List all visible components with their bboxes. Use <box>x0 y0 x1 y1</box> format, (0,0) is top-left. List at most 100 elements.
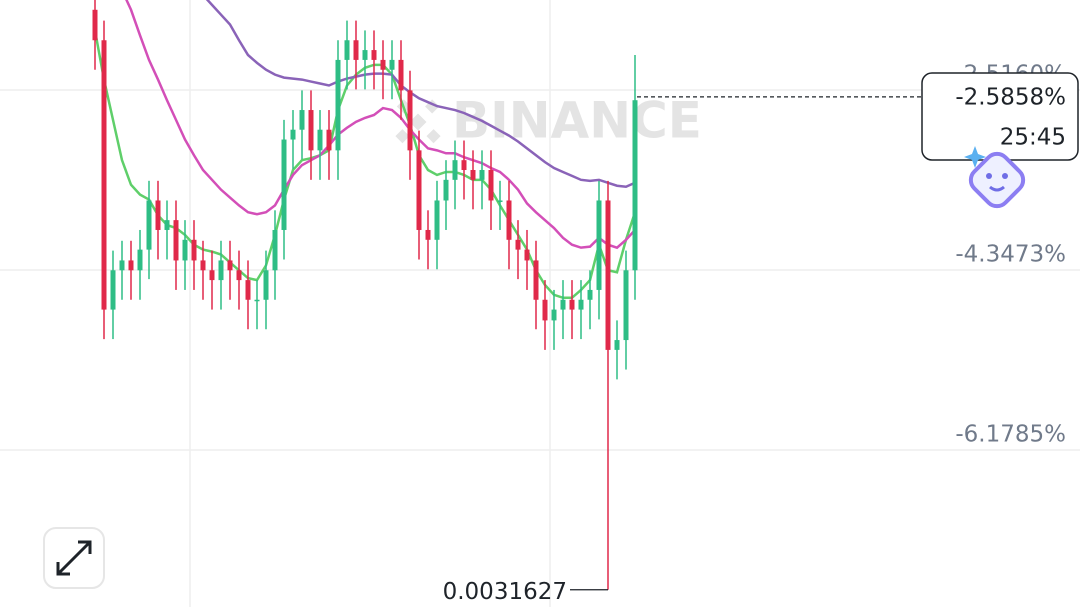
candle <box>101 20 107 340</box>
candle <box>605 180 611 590</box>
candle-body <box>254 299 260 302</box>
candle-body <box>263 270 269 300</box>
candle <box>461 140 467 200</box>
candle <box>317 110 323 180</box>
candle-body <box>155 200 161 230</box>
candle <box>569 280 575 340</box>
candle <box>533 240 539 330</box>
candle <box>596 180 602 320</box>
candle <box>182 220 188 290</box>
marks <box>92 0 638 590</box>
candle <box>380 40 386 100</box>
candle-body <box>326 129 332 151</box>
candle <box>551 289 557 350</box>
candle-body <box>245 280 251 300</box>
ai-icon-frame <box>968 151 1026 209</box>
candle <box>479 150 485 210</box>
candle-body <box>560 299 566 310</box>
candle <box>353 20 359 90</box>
candle-body <box>371 50 377 60</box>
ai-button[interactable] <box>964 146 1028 211</box>
candle-body <box>497 200 503 202</box>
candle-body <box>173 220 179 261</box>
candle-body <box>416 150 422 230</box>
candle <box>299 90 305 160</box>
candle <box>335 40 341 180</box>
candle <box>254 280 260 330</box>
candle <box>560 280 566 340</box>
candle <box>587 270 593 330</box>
candle <box>362 30 368 90</box>
candle <box>164 200 170 260</box>
candle-body <box>335 59 341 151</box>
candle <box>146 180 152 280</box>
candle-body <box>407 90 413 151</box>
expand-icon <box>56 540 92 576</box>
candle <box>407 70 413 180</box>
candle-body <box>272 229 278 271</box>
candle-body <box>218 260 224 281</box>
candle-body <box>479 170 485 180</box>
expand-button[interactable] <box>43 527 105 589</box>
candle <box>137 229 143 300</box>
ai-sparkle <box>964 146 986 168</box>
candle <box>488 150 494 230</box>
candle <box>236 250 242 310</box>
ai-eye <box>1002 173 1008 179</box>
candle-body <box>344 40 350 60</box>
y-tick-label: -6.1785% <box>955 422 1066 448</box>
candle-body <box>299 110 305 130</box>
candle-body <box>290 129 296 140</box>
candle <box>506 180 512 270</box>
candle-body <box>317 129 323 151</box>
moving-average <box>125 0 636 250</box>
candle-body <box>164 220 170 230</box>
candle <box>200 240 206 300</box>
candle-body <box>389 59 395 70</box>
candle <box>416 130 422 260</box>
candle-body <box>596 200 602 290</box>
candle <box>155 180 161 260</box>
candle <box>614 320 620 380</box>
candle-body <box>542 299 548 321</box>
candle-body <box>587 289 593 300</box>
candle-body <box>443 179 449 201</box>
candle <box>128 240 134 300</box>
candle-body <box>614 340 620 350</box>
candle-body <box>227 260 233 271</box>
candle <box>110 250 116 340</box>
candle-body <box>209 270 215 281</box>
candle <box>398 40 404 120</box>
candle-body <box>488 170 494 201</box>
candle-body <box>470 170 476 180</box>
candle <box>245 260 251 330</box>
candle <box>191 220 197 290</box>
candle <box>272 210 278 300</box>
candle-body <box>623 270 629 341</box>
candle-body <box>110 270 116 310</box>
candle-body <box>533 260 539 300</box>
candle-body <box>362 50 368 60</box>
candle-body <box>461 160 467 171</box>
candle-body <box>551 309 557 321</box>
candle <box>443 160 449 230</box>
candle <box>227 240 233 300</box>
candle-body <box>398 59 404 91</box>
candle-body <box>308 110 314 151</box>
candle-body <box>146 200 152 250</box>
candle <box>344 20 350 90</box>
candle-body <box>92 9 98 41</box>
candle-body <box>506 200 512 240</box>
candle-body <box>605 200 611 350</box>
candle-body <box>515 239 521 250</box>
candle <box>434 180 440 270</box>
candle <box>470 150 476 210</box>
candle-body <box>632 100 638 271</box>
overlay: -2.5858% 25:45 0.0031627 <box>443 72 1079 605</box>
candle <box>173 200 179 290</box>
candle <box>263 250 269 330</box>
low-label: 0.0031627 <box>443 579 567 605</box>
watermark-group: BINANCE <box>395 92 702 150</box>
candle <box>119 240 125 300</box>
